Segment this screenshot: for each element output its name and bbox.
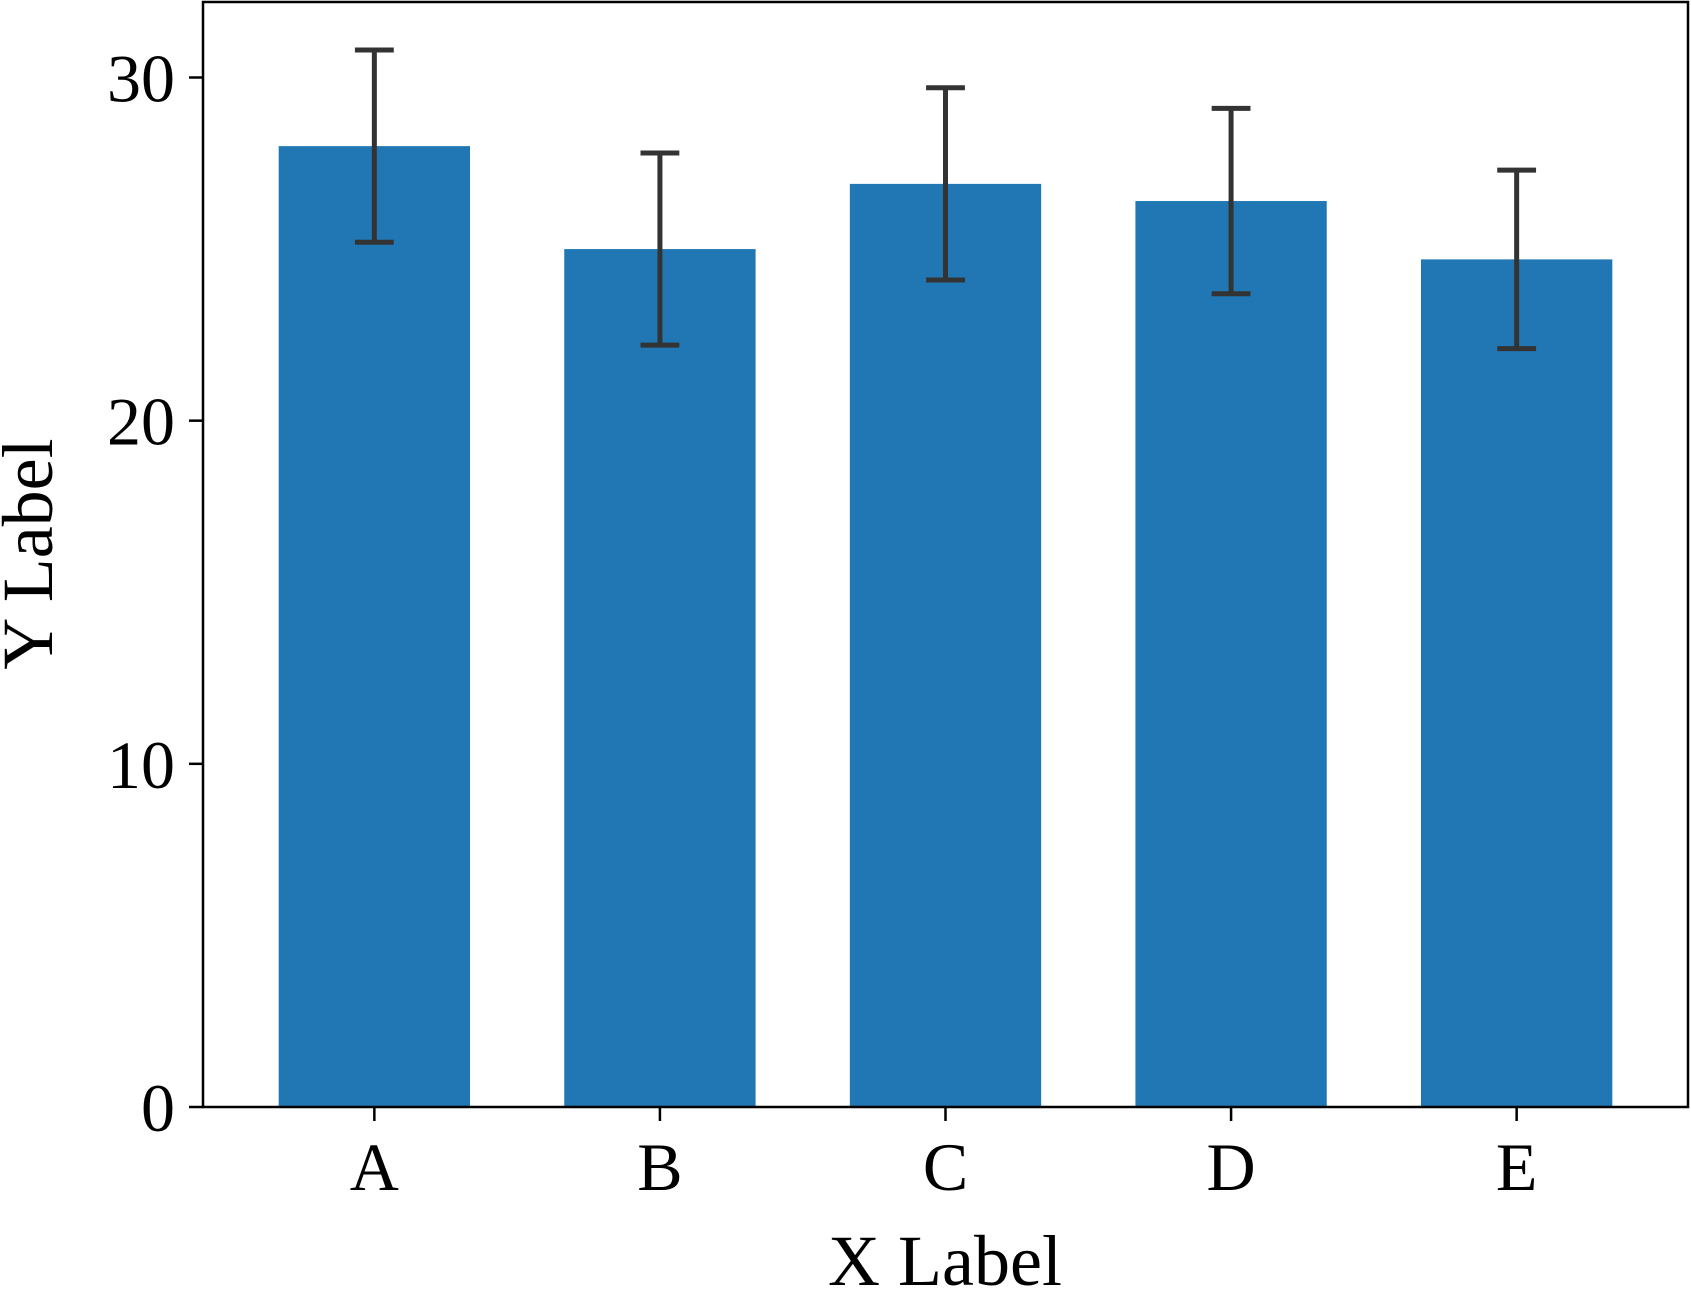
error-bars	[354, 47, 1537, 352]
y-tick-label-30: 30	[107, 41, 175, 117]
x-tick-label-a: A	[350, 1129, 399, 1205]
x-axis-ticks: A B C D E	[350, 1107, 1538, 1205]
x-tick-label-c: C	[923, 1129, 968, 1205]
error-bar-c	[926, 85, 965, 283]
error-bar-a	[354, 47, 394, 245]
y-tick-label-10: 10	[107, 727, 175, 803]
bar-d	[1135, 201, 1327, 1108]
error-bar-d	[1211, 105, 1251, 297]
bar-b	[564, 249, 756, 1107]
bar-a	[278, 146, 471, 1107]
bar-c	[849, 183, 1042, 1107]
x-tick-label-b: B	[637, 1129, 682, 1205]
error-bar-e	[1497, 167, 1537, 352]
x-axis-title: X Label	[828, 1221, 1062, 1301]
bars	[278, 146, 1613, 1108]
y-axis-title: Y Label	[0, 438, 68, 669]
bar-e	[1420, 259, 1613, 1107]
y-axis-ticks: 0 10 20 30	[107, 41, 203, 1146]
y-tick-label-0: 0	[141, 1070, 175, 1146]
error-bar-b	[640, 150, 680, 348]
y-tick-label-20: 20	[107, 384, 175, 460]
x-tick-label-e: E	[1496, 1129, 1538, 1205]
x-tick-label-d: D	[1207, 1129, 1256, 1205]
